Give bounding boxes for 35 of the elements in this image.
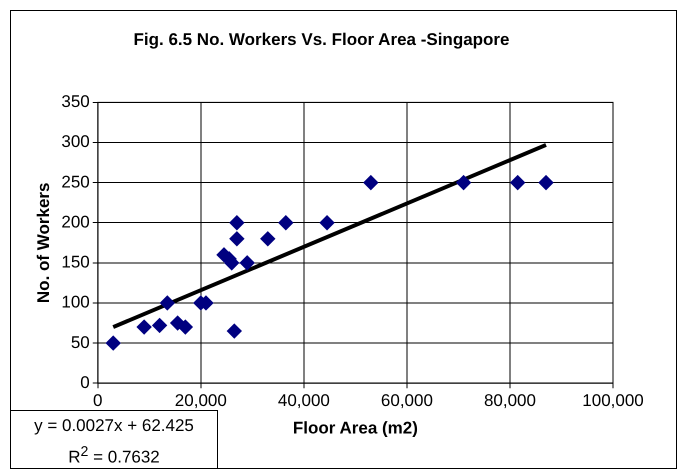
x-tick-label: 20,000	[174, 391, 227, 410]
point	[136, 320, 152, 335]
y-tick-label: 300	[61, 132, 90, 152]
point	[226, 324, 242, 339]
y-tick-label: 0	[80, 372, 90, 392]
text: y = 0.0027x + 62.425	[33, 415, 195, 437]
point	[229, 215, 244, 230]
x-tick-label: 40,000	[278, 391, 330, 410]
x-tick-label: 0	[93, 391, 102, 410]
y-axis-title: No. of Workers	[34, 182, 53, 304]
point	[538, 175, 554, 190]
point	[510, 175, 526, 190]
point	[178, 320, 193, 335]
point	[278, 215, 294, 230]
x-axis-title: Floor Area (m2)	[292, 418, 418, 438]
chart-title: Fig. 6.5 No. Workers Vs. Floor Area -Singapore	[134, 30, 510, 49]
y-tick-label: 50	[70, 332, 90, 352]
y-tick-label: 250	[61, 172, 90, 192]
y-tick-label: 150	[61, 252, 90, 272]
y-tick-label: 200	[61, 212, 90, 232]
y-tick-label: 100	[61, 292, 90, 312]
x-tick-label: 100,000	[582, 391, 644, 410]
point	[260, 231, 276, 246]
point	[229, 231, 244, 246]
point	[363, 175, 378, 190]
x-tick-label: 80,000	[484, 391, 536, 410]
point	[320, 215, 335, 230]
point	[152, 318, 168, 333]
text: R$^{2}$ = 0.7632	[67, 443, 161, 469]
point	[240, 255, 255, 270]
y-tick-label: 350	[61, 92, 90, 112]
point	[456, 175, 472, 190]
point	[160, 295, 175, 310]
x-tick-label: 60,000	[380, 391, 433, 410]
point	[106, 336, 121, 351]
